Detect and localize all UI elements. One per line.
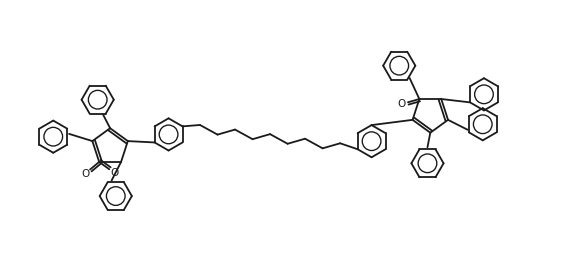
- Text: O: O: [398, 99, 406, 109]
- Text: O: O: [81, 169, 89, 179]
- Text: O: O: [110, 168, 118, 178]
